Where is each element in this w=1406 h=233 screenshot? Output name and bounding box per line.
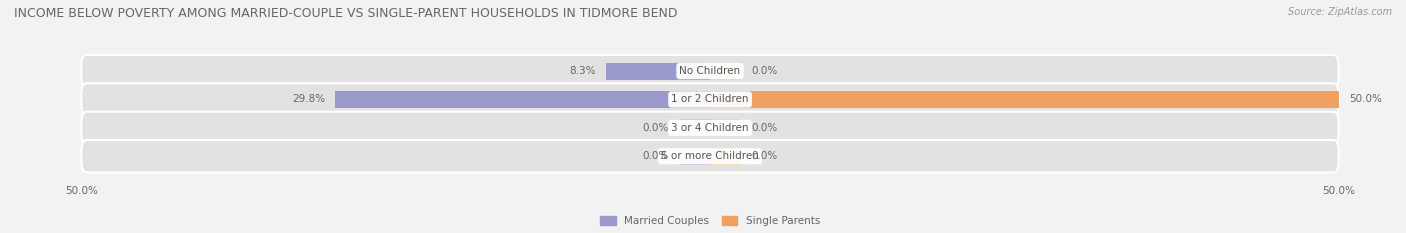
FancyBboxPatch shape [82,140,1339,172]
Text: Source: ZipAtlas.com: Source: ZipAtlas.com [1288,7,1392,17]
FancyBboxPatch shape [82,83,1339,116]
Text: No Children: No Children [679,66,741,76]
Text: 8.3%: 8.3% [569,66,596,76]
Text: 0.0%: 0.0% [752,151,778,161]
Text: 0.0%: 0.0% [643,123,668,133]
Text: 0.0%: 0.0% [752,66,778,76]
Text: 3 or 4 Children: 3 or 4 Children [671,123,749,133]
Bar [710,91,1339,108]
Bar [606,63,710,80]
Text: 1 or 2 Children: 1 or 2 Children [671,94,749,104]
Text: 0.0%: 0.0% [752,123,778,133]
Legend: Married Couples, Single Parents: Married Couples, Single Parents [600,216,820,226]
Bar [679,119,710,136]
Bar [679,148,710,165]
Text: INCOME BELOW POVERTY AMONG MARRIED-COUPLE VS SINGLE-PARENT HOUSEHOLDS IN TIDMORE: INCOME BELOW POVERTY AMONG MARRIED-COUPL… [14,7,678,20]
Bar [710,63,741,80]
Bar [336,91,710,108]
Bar [710,148,741,165]
FancyBboxPatch shape [82,112,1339,144]
FancyBboxPatch shape [82,55,1339,87]
Text: 5 or more Children: 5 or more Children [661,151,759,161]
Text: 50.0%: 50.0% [1348,94,1382,104]
Bar [710,119,741,136]
Text: 29.8%: 29.8% [292,94,325,104]
Text: 0.0%: 0.0% [643,151,668,161]
